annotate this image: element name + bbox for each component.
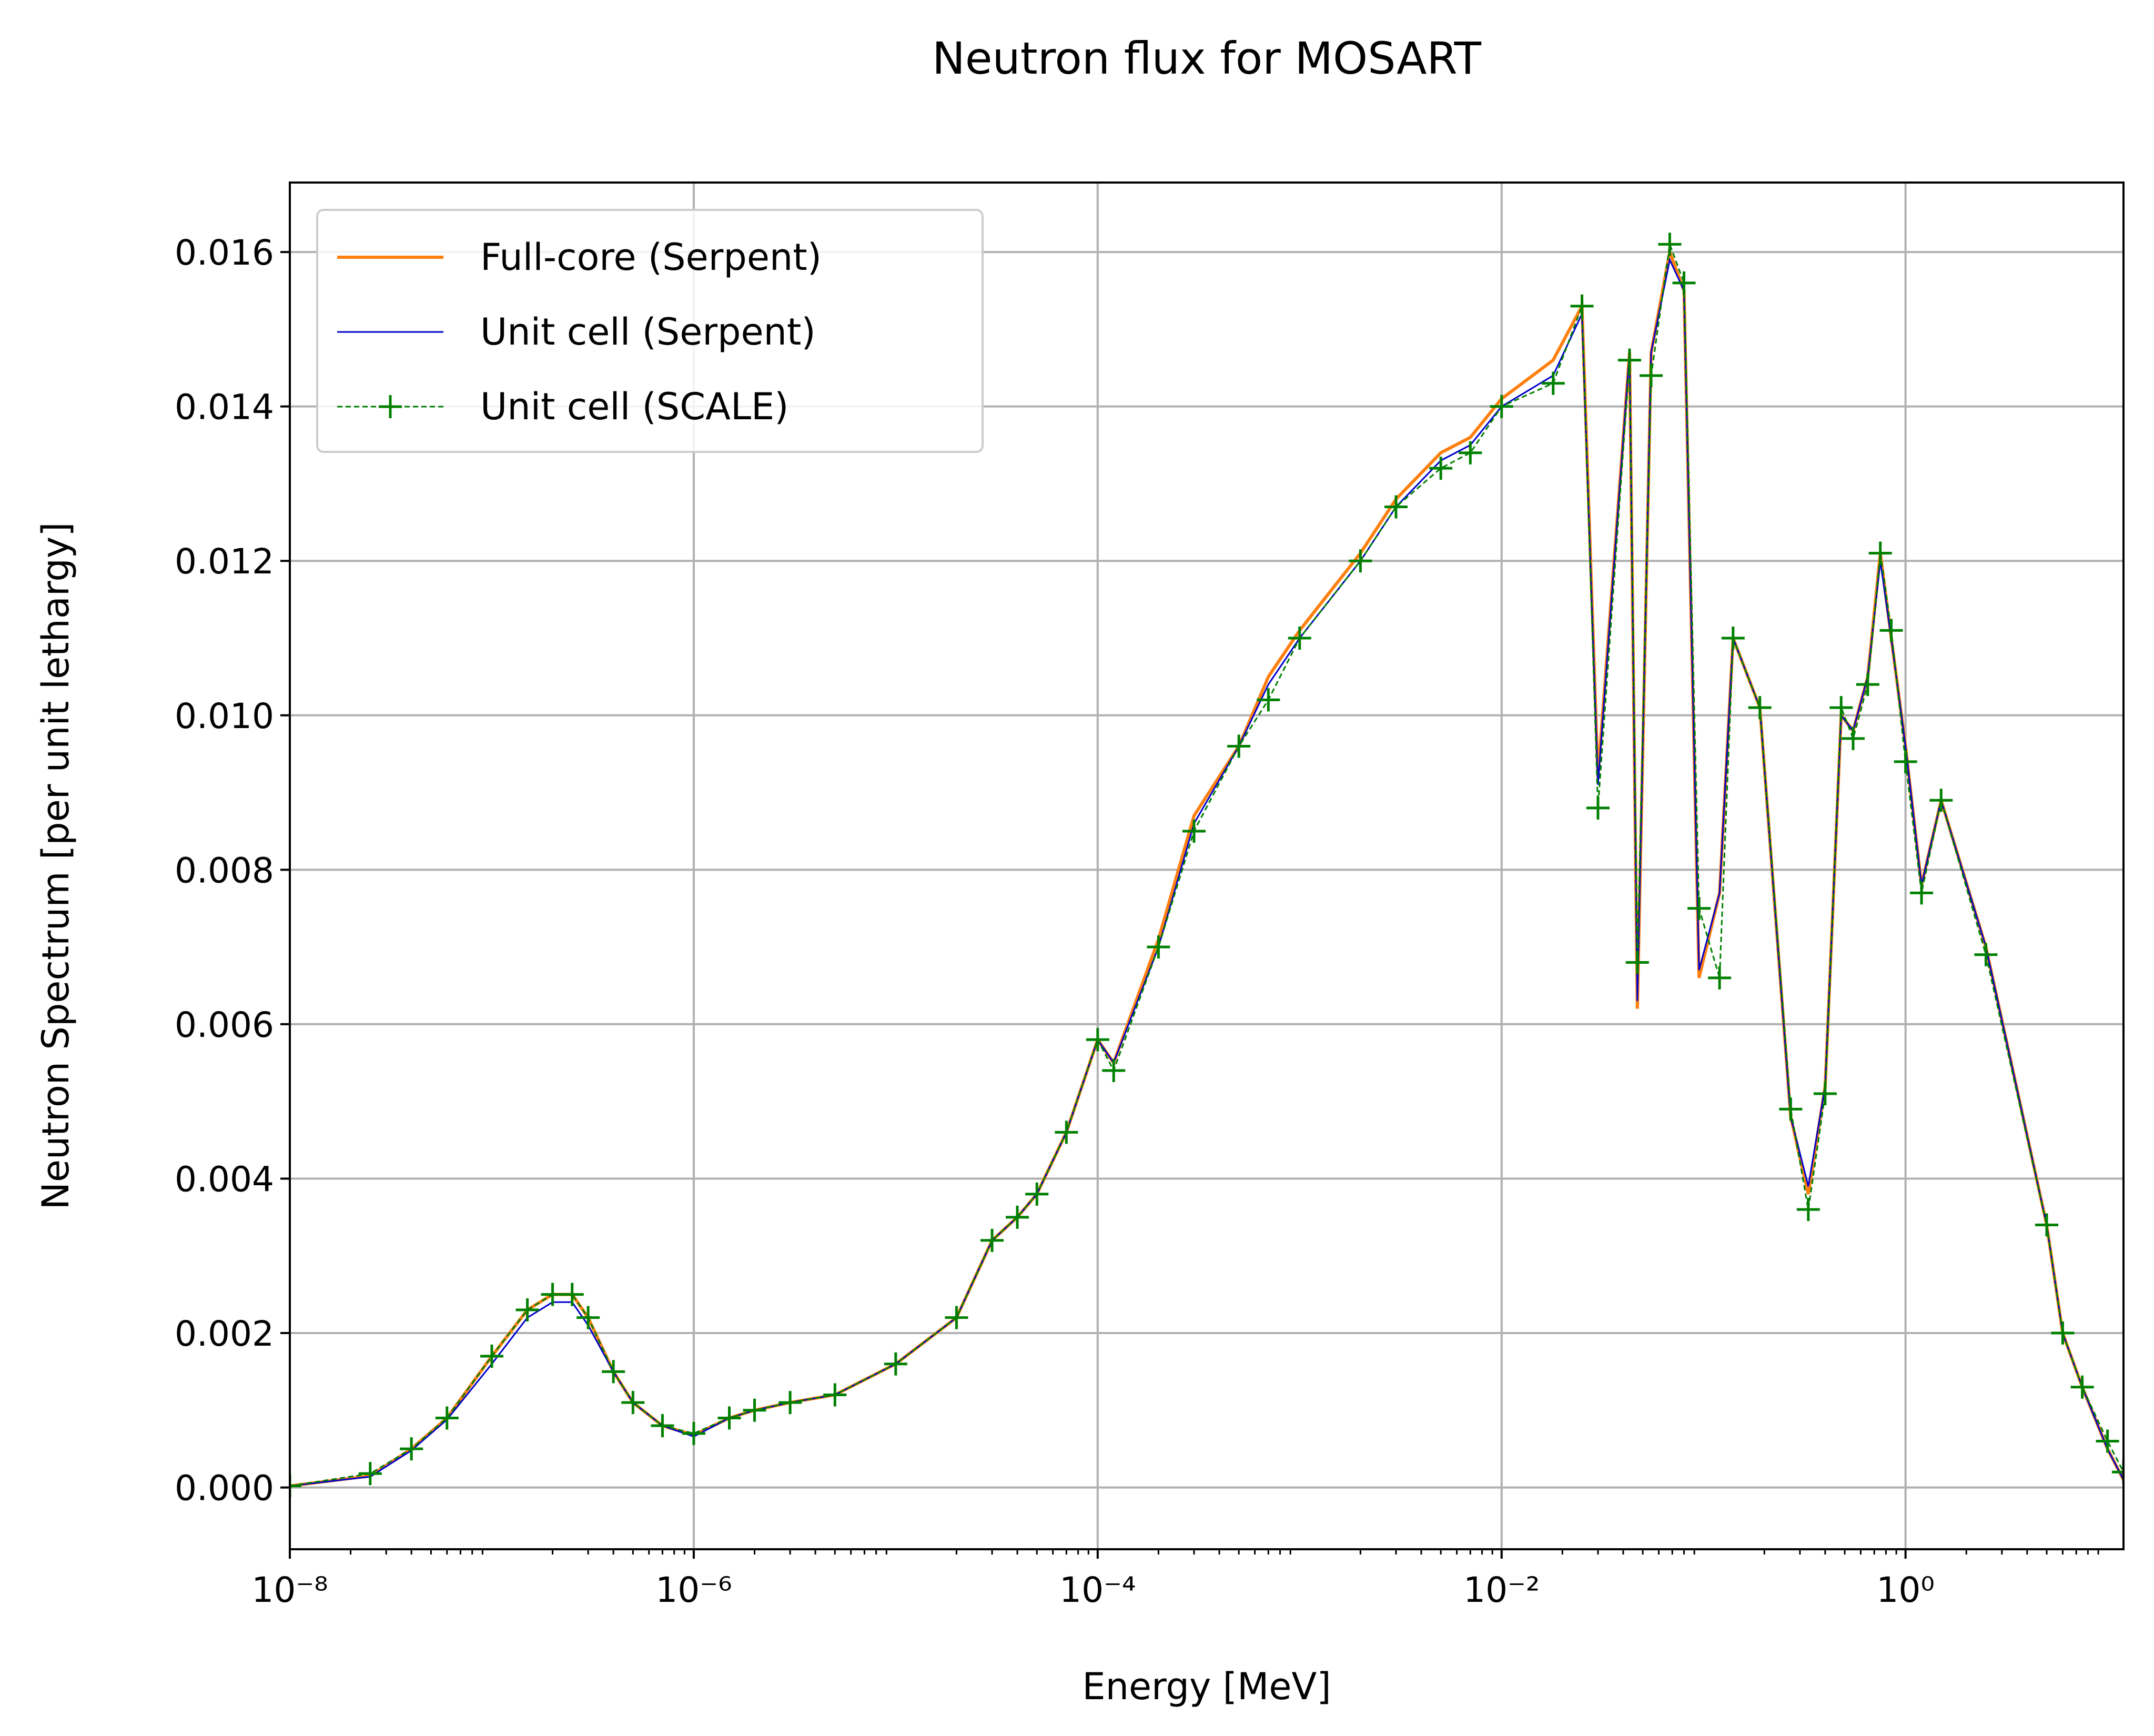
data-point	[577, 1306, 600, 1329]
data-point	[2070, 1375, 2094, 1399]
y-tick-label: 0.016	[175, 233, 274, 273]
data-point	[945, 1306, 968, 1329]
data-point	[1182, 819, 1206, 843]
data-point	[980, 1228, 1004, 1252]
data-point	[1929, 789, 1953, 812]
data-point	[1879, 619, 1903, 642]
y-tick-label: 0.008	[175, 850, 274, 891]
data-point	[2096, 1429, 2119, 1453]
data-point	[435, 1406, 459, 1430]
data-point	[1349, 549, 1372, 573]
data-point	[682, 1421, 705, 1445]
data-point	[1841, 726, 1865, 750]
x-tick-label: 10⁰	[1876, 1570, 1934, 1610]
data-point	[1856, 673, 1879, 697]
data-point	[2112, 1460, 2123, 1484]
data-point	[1490, 395, 1513, 418]
data-point	[1721, 627, 1745, 650]
data-point	[1006, 1205, 1029, 1229]
data-point	[1459, 441, 1482, 465]
data-point	[1910, 881, 1934, 905]
data-point	[1625, 951, 1649, 974]
data-point	[1227, 734, 1251, 758]
data-point	[1055, 1121, 1078, 1144]
data-point	[1429, 457, 1453, 480]
legend-label: Unit cell (SCALE)	[480, 385, 789, 428]
data-point	[2051, 1321, 2075, 1345]
data-point	[1708, 966, 1732, 990]
x-tick-label: 10⁻⁴	[1059, 1570, 1136, 1610]
data-point	[1672, 271, 1696, 295]
data-point	[290, 1474, 301, 1498]
x-tick-label: 10⁻⁸	[251, 1570, 328, 1610]
data-point	[1687, 896, 1711, 920]
data-point	[560, 1283, 584, 1306]
data-point	[1257, 688, 1280, 712]
y-tick-label: 0.010	[175, 696, 274, 736]
data-point	[1974, 943, 1998, 966]
plot-area	[290, 233, 2123, 1498]
x-tick-label: 10⁻²	[1463, 1570, 1540, 1610]
data-point	[1658, 233, 1682, 256]
y-tick-label: 0.004	[175, 1159, 274, 1199]
data-point	[480, 1345, 503, 1368]
y-tick-label: 0.002	[175, 1314, 274, 1354]
data-point	[823, 1383, 847, 1407]
data-point	[1813, 1082, 1837, 1105]
data-point	[743, 1398, 766, 1422]
data-point	[1102, 1058, 1126, 1082]
data-point	[515, 1298, 539, 1321]
data-point	[1779, 1097, 1803, 1121]
legend-label: Full-core (Serpent)	[480, 236, 822, 279]
data-point	[1541, 371, 1565, 395]
data-point	[1384, 495, 1408, 519]
data-point	[1617, 348, 1641, 372]
data-point	[884, 1352, 907, 1376]
data-point	[1829, 696, 1853, 720]
y-axis-label: Neutron Spectrum [per unit lethargy]	[34, 522, 77, 1209]
chart-title: Neutron flux for MOSART	[932, 33, 1482, 84]
data-point	[1868, 541, 1892, 565]
y-tick-label: 0.000	[175, 1468, 274, 1509]
plot-frame	[289, 181, 2125, 1550]
legend-box	[316, 209, 984, 453]
y-tick-label: 0.006	[175, 1005, 274, 1045]
data-point	[651, 1414, 674, 1438]
data-point	[1025, 1182, 1049, 1206]
data-point	[778, 1391, 802, 1415]
series-line	[290, 244, 2123, 1487]
data-point	[1288, 627, 1311, 650]
y-tick-label: 0.014	[175, 387, 274, 428]
data-point	[602, 1360, 625, 1384]
data-point	[1894, 750, 1917, 773]
data-point	[717, 1406, 741, 1430]
data-point	[1796, 1198, 1820, 1222]
data-point	[541, 1283, 564, 1306]
data-point	[1570, 294, 1594, 318]
x-tick-label: 10⁻⁶	[655, 1570, 732, 1610]
legend-marker	[379, 395, 402, 418]
data-point	[621, 1391, 645, 1415]
data-point	[358, 1462, 382, 1486]
legend-label: Unit cell (Serpent)	[480, 310, 816, 354]
data-point	[1640, 364, 1663, 387]
data-point	[1147, 935, 1170, 959]
x-axis-label: Energy [MeV]	[1082, 1665, 1331, 1708]
data-point	[400, 1437, 423, 1461]
y-tick-label: 0.012	[175, 541, 274, 582]
data-point	[1748, 696, 1772, 720]
data-point	[2035, 1213, 2059, 1237]
data-point	[1586, 796, 1610, 820]
data-point	[1086, 1028, 1109, 1052]
